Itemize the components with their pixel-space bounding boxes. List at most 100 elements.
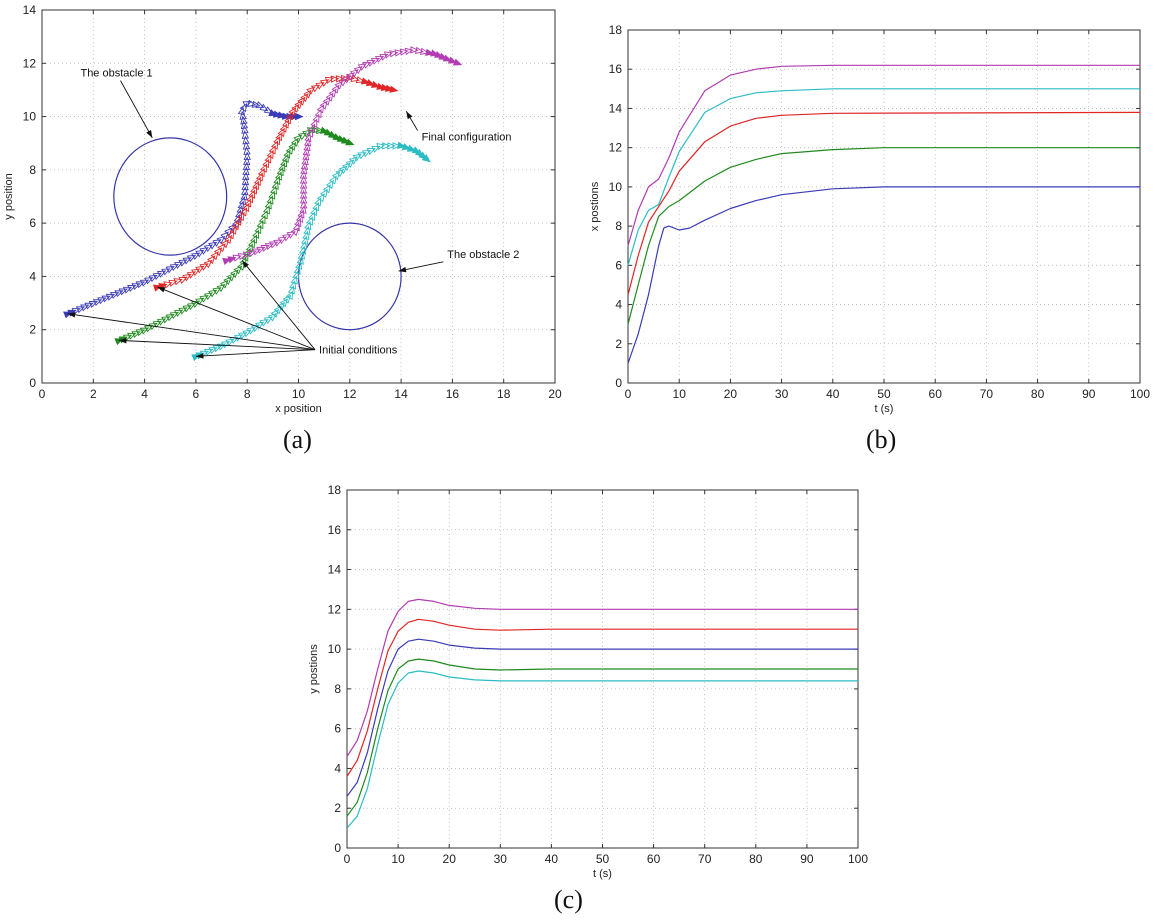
trajectory-marker — [169, 263, 180, 272]
trajectory-marker — [299, 170, 308, 179]
trajectory-marker — [186, 271, 196, 279]
trajectory-marker — [259, 318, 269, 327]
trajectory-marker — [273, 175, 281, 186]
trajectory-marker — [301, 156, 309, 166]
annotation-arrowhead — [67, 312, 76, 318]
trajectory-marker — [204, 348, 214, 356]
y-tick-label: 14 — [609, 101, 623, 115]
x-tick-label: 80 — [1031, 387, 1045, 401]
trajectory-marker — [186, 254, 197, 263]
y-tick-label: 6 — [29, 216, 36, 230]
trajectory-marker — [329, 175, 337, 185]
trajectory-marker — [122, 334, 133, 342]
trajectory-marker — [312, 201, 320, 212]
y-axis-label: y postions — [308, 644, 320, 694]
trajectory-marker — [226, 230, 235, 240]
y-tick-label: 8 — [615, 219, 622, 233]
trajectory-marker — [208, 241, 218, 250]
trajectory-marker — [281, 119, 290, 129]
trajectory-marker — [303, 142, 311, 152]
y-tick-label: 10 — [328, 642, 342, 656]
y-tick-label: 2 — [29, 323, 36, 337]
trajectory-marker — [254, 224, 262, 235]
trajectory-marker — [290, 275, 298, 285]
trajectory-marker — [342, 75, 352, 84]
y-tick-label: 18 — [609, 23, 623, 37]
trajectory-marker — [239, 102, 248, 113]
trajectory-marker — [191, 300, 201, 309]
trajectory-marker — [88, 301, 99, 308]
trajectory-marker — [182, 257, 192, 265]
annotation-arrowhead — [195, 353, 204, 359]
trajectory-marker — [300, 165, 308, 175]
trajectory-marker — [299, 174, 308, 184]
annotation-arrowhead — [406, 111, 413, 120]
obstacle-circle — [113, 137, 228, 256]
trajectory-marker — [237, 261, 246, 271]
trajectory-marker — [239, 207, 248, 217]
y-tick-label: 12 — [328, 602, 342, 616]
trajectory-marker — [299, 184, 308, 194]
trajectory-marker — [366, 59, 376, 67]
trajectory-marker — [371, 145, 381, 153]
trajectory-marker — [292, 270, 300, 280]
trajectory-marker — [216, 343, 227, 351]
trajectory-marker — [263, 106, 273, 114]
trajectory-marker — [275, 131, 283, 142]
x-tick-label: 70 — [980, 387, 994, 401]
series-line-magenta — [346, 598, 858, 757]
trajectory-marker — [242, 140, 251, 150]
trajectory-marker — [247, 99, 257, 108]
trajectory-marker — [233, 265, 243, 275]
series-line-blue — [346, 638, 858, 797]
trajectory-marker — [338, 78, 348, 87]
x-tick-label: 14 — [394, 387, 408, 401]
trajectory-marker — [241, 130, 250, 139]
y-tick-label: 4 — [615, 298, 622, 312]
plot-frame — [41, 9, 556, 384]
trajectory-marker — [292, 222, 300, 232]
trajectory-marker — [243, 151, 251, 161]
trajectory-marker — [240, 120, 249, 130]
trajectory-marker — [315, 81, 325, 90]
trajectory-marker — [352, 153, 362, 162]
trajectory-marker — [293, 265, 301, 275]
trajectory-marker — [270, 140, 279, 150]
trajectory-marker — [304, 220, 312, 231]
x-tick-label: 0 — [39, 387, 46, 401]
trajectory-marker — [257, 167, 265, 178]
trajectory-marker — [394, 49, 404, 57]
trajectory-marker — [366, 147, 376, 155]
annotation-arrow-line — [118, 339, 316, 351]
trajectory-marker — [296, 255, 304, 265]
trajectory-marker — [319, 79, 330, 87]
x-tick-label: 60 — [929, 387, 943, 401]
trajectory-marker — [131, 283, 141, 291]
trajectory-marker — [250, 185, 257, 195]
y-tick-label: 0 — [615, 376, 622, 390]
x-tick-label: 20 — [724, 387, 738, 401]
trajectory-marker — [247, 238, 256, 249]
trajectory-marker — [216, 235, 226, 245]
x-tick-label: 12 — [343, 387, 357, 401]
trajectory-marker — [161, 268, 171, 276]
trajectory-marker — [268, 190, 276, 200]
trajectory-marker — [270, 308, 280, 318]
trajectory-marker — [331, 84, 340, 94]
trajectory-marker — [349, 156, 358, 165]
trajectory-marker — [144, 277, 154, 285]
trajectory-marker — [382, 142, 391, 150]
trajectory-marker — [283, 149, 291, 159]
annotation-label: The obstacle 2 — [447, 249, 519, 261]
trajectory-marker — [114, 290, 124, 298]
trajectory-marker — [286, 231, 296, 239]
trajectory-marker — [357, 63, 367, 71]
trajectory-marker — [219, 279, 229, 289]
trajectory-marker — [285, 145, 294, 155]
trajectory-marker — [267, 313, 277, 322]
x-tick-label: 18 — [497, 387, 511, 401]
trajectory-marker — [255, 321, 265, 330]
trajectory-marker — [301, 235, 309, 245]
x-axis-label: x position — [275, 403, 321, 415]
trajectory-marker — [392, 142, 402, 150]
